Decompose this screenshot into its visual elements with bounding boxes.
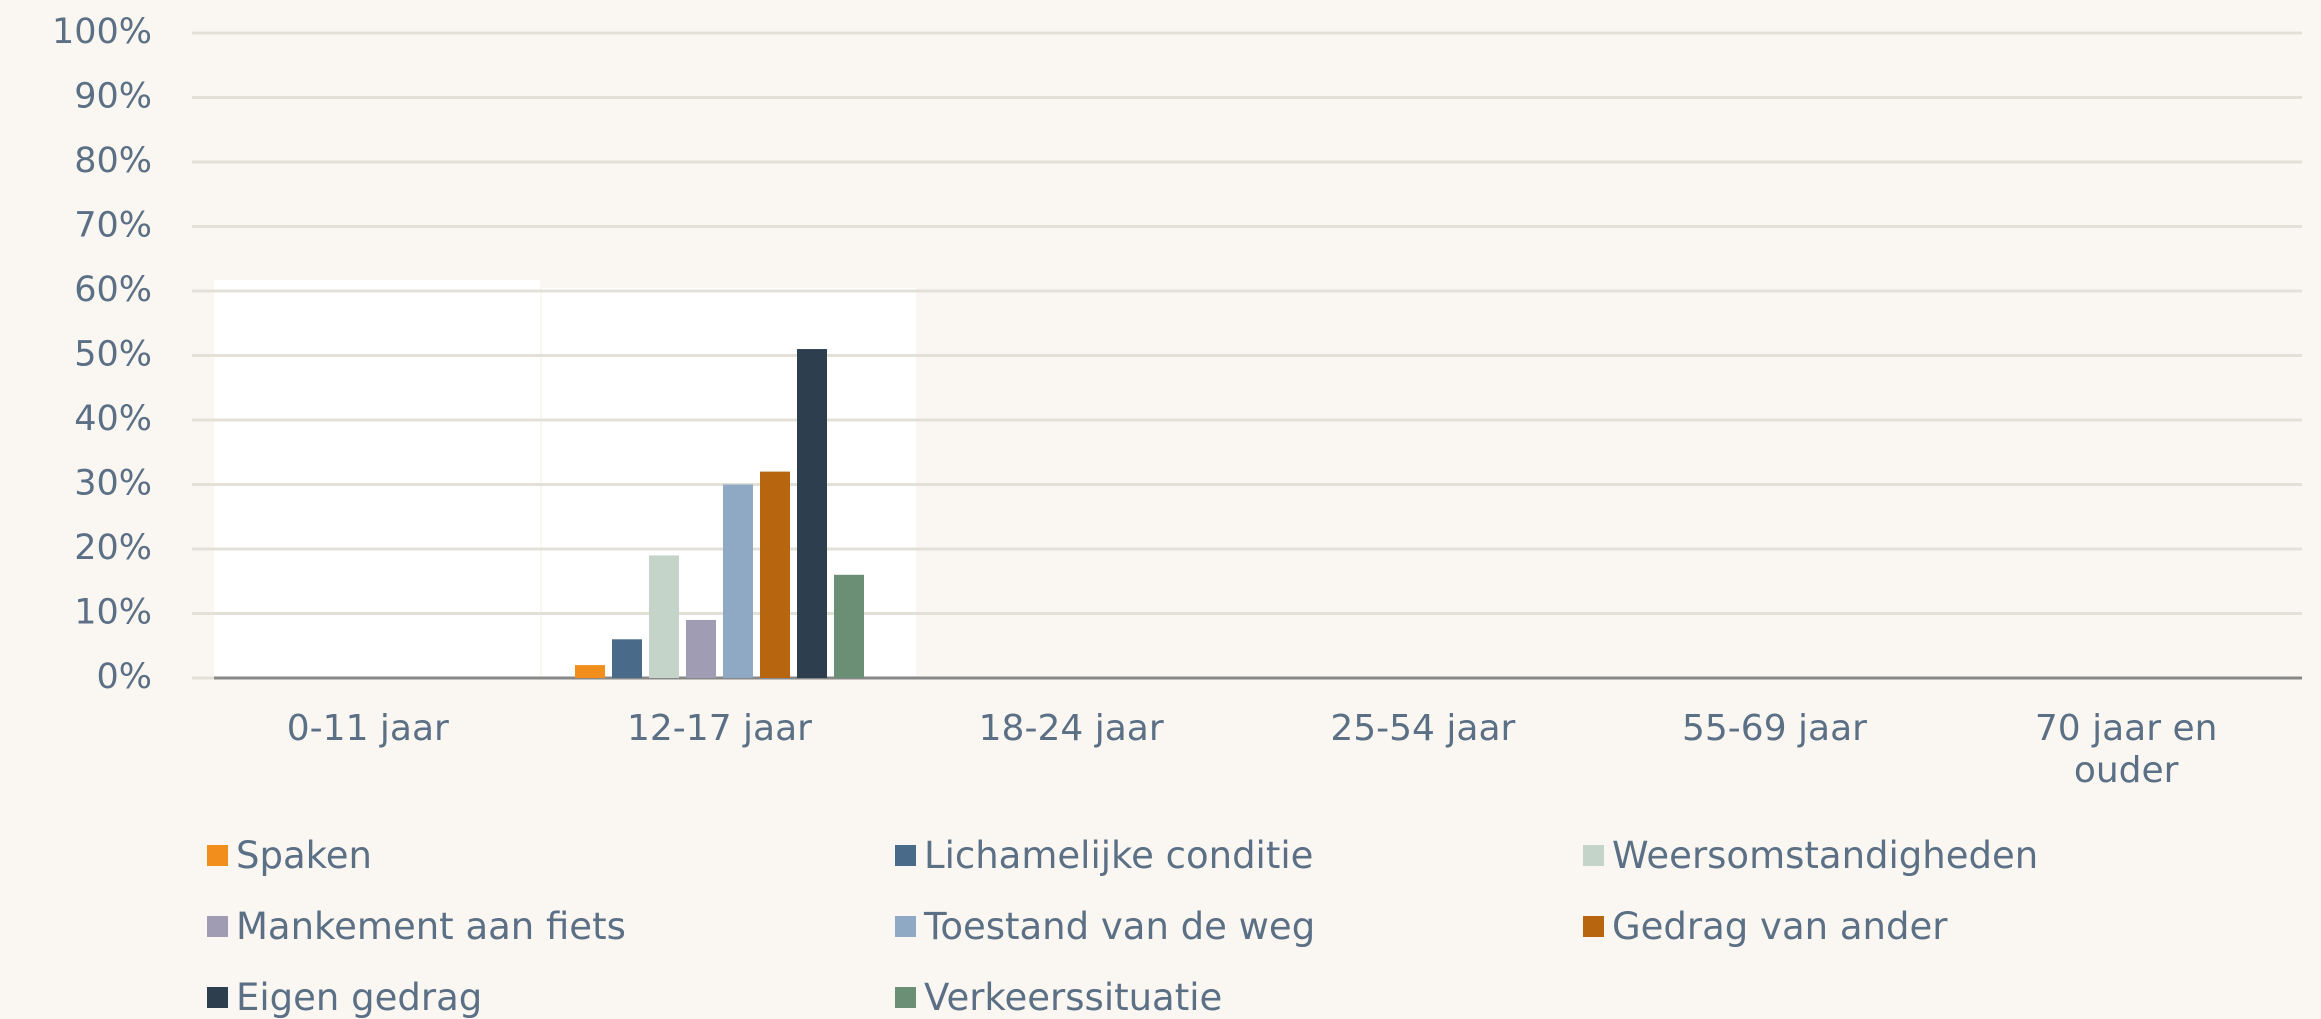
y-tick-label: 10% xyxy=(74,593,152,633)
y-tick-label: 90% xyxy=(74,77,152,117)
x-tick-label: 12-17 jaar xyxy=(627,708,812,749)
legend-label: Gedrag van ander xyxy=(1612,905,1948,948)
legend-swatch xyxy=(1583,845,1604,866)
legend-label: Spaken xyxy=(236,834,372,877)
y-tick-label: 80% xyxy=(74,141,152,181)
bar xyxy=(649,555,679,678)
y-tick-label: 100% xyxy=(52,12,152,52)
bar xyxy=(797,349,827,678)
legend-item: Lichamelijke conditie xyxy=(895,834,1313,877)
legend-swatch xyxy=(207,987,228,1008)
legend-label: Mankement aan fiets xyxy=(236,905,626,948)
legend-label: Toestand van de weg xyxy=(924,905,1316,948)
legend-item: Toestand van de weg xyxy=(895,905,1315,948)
legend-swatch xyxy=(1583,916,1604,937)
bar xyxy=(612,639,642,678)
x-tick-label: 0-11 jaar xyxy=(286,708,449,749)
legend-item: Mankement aan fiets xyxy=(207,905,626,948)
legend-item: Verkeerssituatie xyxy=(895,976,1222,1019)
bar xyxy=(723,484,753,678)
legend-swatch xyxy=(895,987,916,1008)
bar xyxy=(575,665,605,678)
x-tick-label: 55-69 jaar xyxy=(1682,708,1867,749)
x-tick-label: 18-24 jaar xyxy=(978,708,1164,749)
legend-label: Weersomstandigheden xyxy=(1612,834,2039,877)
legend-item: Weersomstandigheden xyxy=(1583,834,2038,877)
y-tick-label: 20% xyxy=(74,528,152,568)
legend-swatch xyxy=(895,845,916,866)
y-tick-label: 0% xyxy=(96,657,152,697)
legend-swatch xyxy=(207,845,228,866)
y-tick-label: 30% xyxy=(74,464,152,504)
legend-item: Eigen gedrag xyxy=(207,976,482,1019)
y-tick-label: 50% xyxy=(74,335,152,375)
y-tick-label: 60% xyxy=(74,270,152,310)
panel xyxy=(214,280,540,678)
legend-swatch xyxy=(895,916,916,937)
legend-label: Lichamelijke conditie xyxy=(924,834,1314,877)
legend-item: Gedrag van ander xyxy=(1583,905,1947,948)
y-tick-label: 40% xyxy=(74,399,152,439)
bar xyxy=(834,574,864,678)
y-tick-label: 70% xyxy=(74,206,152,246)
bar xyxy=(686,619,716,678)
legend-swatch xyxy=(207,916,228,937)
x-tick-label: 25-54 jaar xyxy=(1330,708,1516,749)
x-tick-label: 70 jaar en ouder xyxy=(2034,708,2218,791)
bar xyxy=(760,471,790,678)
legend-label: Verkeerssituatie xyxy=(924,976,1223,1019)
legend-label: Eigen gedrag xyxy=(236,976,483,1019)
legend-item: Spaken xyxy=(207,834,372,877)
